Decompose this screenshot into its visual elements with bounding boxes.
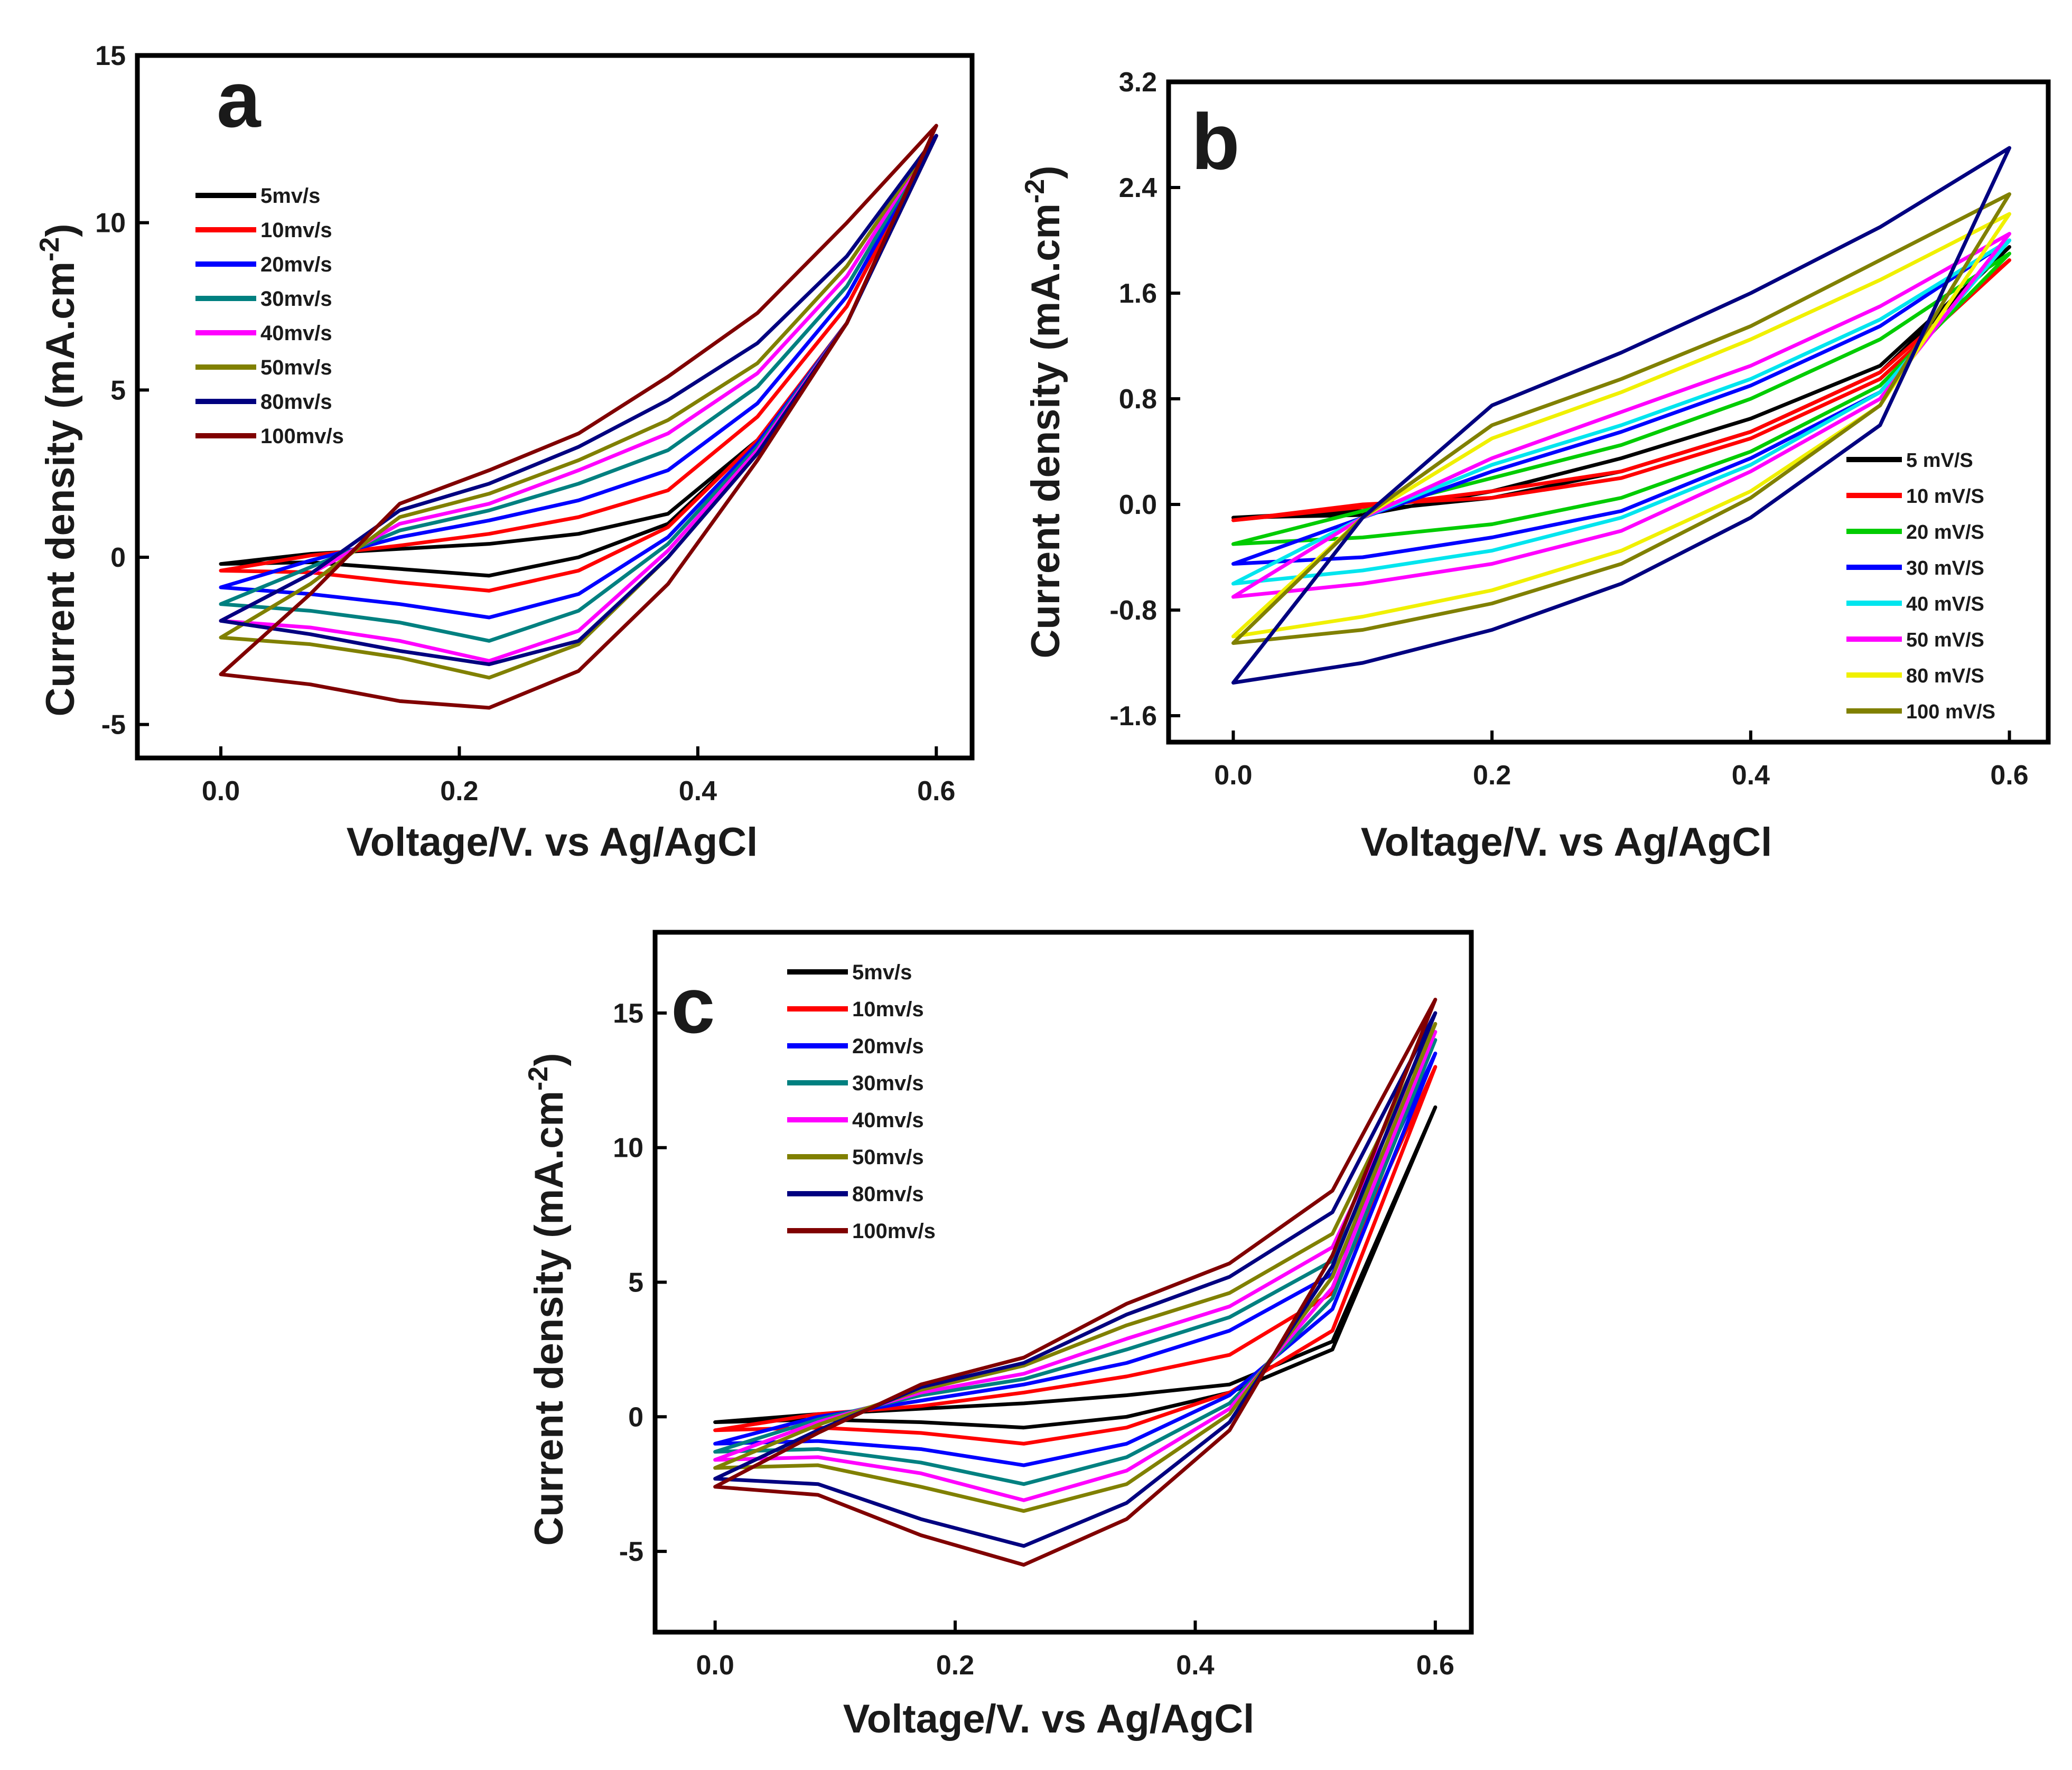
- panel-c-legend-label: 20mv/s: [852, 1035, 924, 1058]
- panel-b-series-2-curve: [1231, 258, 2012, 522]
- panel-a-y-tick-label: -5: [101, 710, 126, 741]
- panel-b-legend-label: 5 mV/S: [1906, 449, 1973, 472]
- panel-c-y-axis-label: Current density (mA.cm-2): [523, 1053, 572, 1546]
- panel-a-y-tick-label: 10: [95, 208, 126, 239]
- panel-c-series-7-curve: [713, 1011, 1438, 1548]
- panel-a-y-axis-label: Current density (mA.cm-2): [34, 223, 83, 716]
- panel-a-y-tick-label: 5: [110, 375, 126, 406]
- panel-a-legend-label: 80mv/s: [260, 390, 332, 414]
- panel-a-y-tick-label: 0: [110, 542, 126, 573]
- panel-c-label: c: [671, 961, 715, 1050]
- panel-b-y-tick-label: 0.0: [1119, 490, 1157, 520]
- chart-panel-c: c Voltage/V. vs Ag/AgCl Current density …: [523, 930, 1474, 1741]
- panel-c-series-group: [713, 997, 1438, 1567]
- panel-c-y-tick-label: -5: [619, 1537, 643, 1567]
- panel-b-legend-label: 80 mV/S: [1906, 665, 1984, 687]
- panel-c-legend-label: 100mv/s: [852, 1220, 936, 1243]
- panel-b-y-tick-label: 3.2: [1119, 67, 1157, 98]
- panel-b-legend-label: 40 mV/S: [1906, 593, 1984, 615]
- panel-c-x-tick-label: 0.0: [696, 1650, 734, 1681]
- panel-a-legend: 5mv/s 10mv/s 20mv/s 30mv/s 40mv/s 50mv/s 80mv/…: [195, 184, 344, 448]
- panel-c-legend-label: 50mv/s: [852, 1146, 924, 1169]
- panel-b-legend-label: 50 mV/S: [1906, 629, 1984, 651]
- panel-c-legend-label: 40mv/s: [852, 1109, 924, 1132]
- panel-a-x-axis-label: Voltage/V. vs Ag/AgCl: [347, 820, 758, 865]
- panel-b-axis-ticks: 0.0 0.2 0.4 0.6 -1.6 -0.8 0.0 0.8 1.6 2.4 3.2: [1109, 67, 2028, 791]
- panel-b-y-axis-label: Current density (mA.cm-2): [1020, 165, 1068, 658]
- panel-a-legend-label: 20mv/s: [260, 253, 332, 276]
- panel-b-y-tick-label: -1.6: [1109, 701, 1157, 732]
- panel-b-y-tick-label: 0.8: [1119, 384, 1157, 415]
- chart-panel-b: b Voltage/V. vs Ag/AgCl Current density …: [1020, 67, 2051, 865]
- panel-c-series-2-curve: [713, 1065, 1438, 1446]
- panel-b-series-5-curve: [1231, 238, 2012, 586]
- panel-c-x-tick-label: 0.4: [1176, 1650, 1214, 1681]
- panel-c-legend-label: 80mv/s: [852, 1183, 924, 1206]
- panel-a-legend-label: 50mv/s: [260, 356, 332, 379]
- panel-c-y-tick-label: 10: [613, 1133, 643, 1164]
- panel-a-label: a: [217, 55, 262, 144]
- panel-c-x-tick-label: 0.2: [936, 1650, 974, 1681]
- panel-a-legend-label: 10mv/s: [260, 219, 332, 242]
- panel-c-series-5-curve: [713, 1030, 1438, 1502]
- panel-c-series-6-curve: [713, 1022, 1438, 1513]
- panel-a-legend-label: 40mv/s: [260, 322, 332, 345]
- panel-b-x-tick-label: 0.0: [1214, 760, 1252, 791]
- panel-b-legend-label: 100 mV/S: [1906, 701, 1995, 723]
- panel-a-axis-ticks: 0.0 0.2 0.4 0.6 -5 0 5 10 15: [95, 41, 955, 807]
- panel-c-legend-label: 5mv/s: [852, 961, 912, 984]
- panel-a-legend-label: 5mv/s: [260, 184, 320, 208]
- panel-c-y-tick-label: 0: [628, 1402, 643, 1432]
- panel-a-x-tick-label: 0.4: [679, 776, 717, 807]
- panel-c-y-tick-label: 15: [613, 998, 643, 1029]
- panel-c-x-tick-label: 0.6: [1416, 1650, 1454, 1681]
- panel-b-x-tick-label: 0.2: [1473, 760, 1511, 791]
- panel-c-series-1-curve: [713, 1105, 1438, 1430]
- panel-b-x-tick-label: 0.4: [1732, 760, 1770, 791]
- panel-a-series-group: [219, 124, 938, 710]
- panel-b-legend: 5 mV/S 10 mV/S 20 mV/S 30 mV/S 40 mV/S 50 mV/…: [1846, 449, 1995, 723]
- panel-a-x-tick-label: 0.6: [917, 776, 955, 807]
- panel-b-y-tick-label: -0.8: [1109, 595, 1157, 626]
- panel-a-legend-label: 30mv/s: [260, 287, 332, 311]
- panel-c-y-tick-label: 5: [628, 1268, 643, 1298]
- panel-a-series-8-curve: [219, 124, 938, 710]
- panel-b-label: b: [1191, 97, 1240, 186]
- panel-a-x-tick-label: 0.0: [202, 776, 240, 807]
- panel-a-x-tick-label: 0.2: [440, 776, 478, 807]
- panel-c-legend-label: 10mv/s: [852, 998, 924, 1021]
- panel-c-x-axis-label: Voltage/V. vs Ag/AgCl: [843, 1697, 1254, 1741]
- panel-a-legend-label: 100mv/s: [260, 425, 344, 448]
- panel-b-y-tick-label: 1.6: [1119, 278, 1157, 309]
- panel-b-y-tick-label: 2.4: [1119, 173, 1157, 203]
- panel-c-series-4-curve: [713, 1038, 1438, 1486]
- panel-c-plot-frame: [652, 930, 1474, 1635]
- panel-c-legend-label: 30mv/s: [852, 1072, 924, 1095]
- panel-c-axis-ticks: 0.0 0.2 0.4 0.6 -5 0 5 10 15: [613, 998, 1454, 1681]
- panel-c-series-3-curve: [713, 1051, 1438, 1467]
- panel-b-x-tick-label: 0.6: [1990, 760, 2028, 791]
- panel-b-series-6-curve: [1231, 232, 2012, 599]
- panel-c-legend: 5mv/s 10mv/s 20mv/s 30mv/s 40mv/s 50mv/s 80mv/…: [787, 961, 936, 1243]
- chart-panel-a: a Voltage/V. vs Ag/AgCl Current density …: [34, 41, 975, 865]
- panel-c-series-8-curve: [713, 997, 1438, 1567]
- panel-b-legend-label: 20 mV/S: [1906, 521, 1984, 544]
- panel-a-series-7-curve: [219, 134, 938, 667]
- panel-b-legend-label: 30 mV/S: [1906, 557, 1984, 579]
- panel-b-series-7-curve: [1231, 212, 2012, 639]
- panel-b-series-9-curve: [1231, 146, 2012, 685]
- panel-b-x-axis-label: Voltage/V. vs Ag/AgCl: [1361, 820, 1772, 865]
- panel-a-y-tick-label: 15: [95, 41, 126, 71]
- panel-b-series-group: [1231, 146, 2012, 685]
- panel-b-legend-label: 10 mV/S: [1906, 485, 1984, 508]
- panel-a-plot-frame: [135, 53, 975, 761]
- panel-b-series-8-curve: [1231, 192, 2012, 645]
- panel-b-series-3-curve: [1231, 251, 2012, 546]
- panel-b-plot-frame: [1166, 79, 2051, 745]
